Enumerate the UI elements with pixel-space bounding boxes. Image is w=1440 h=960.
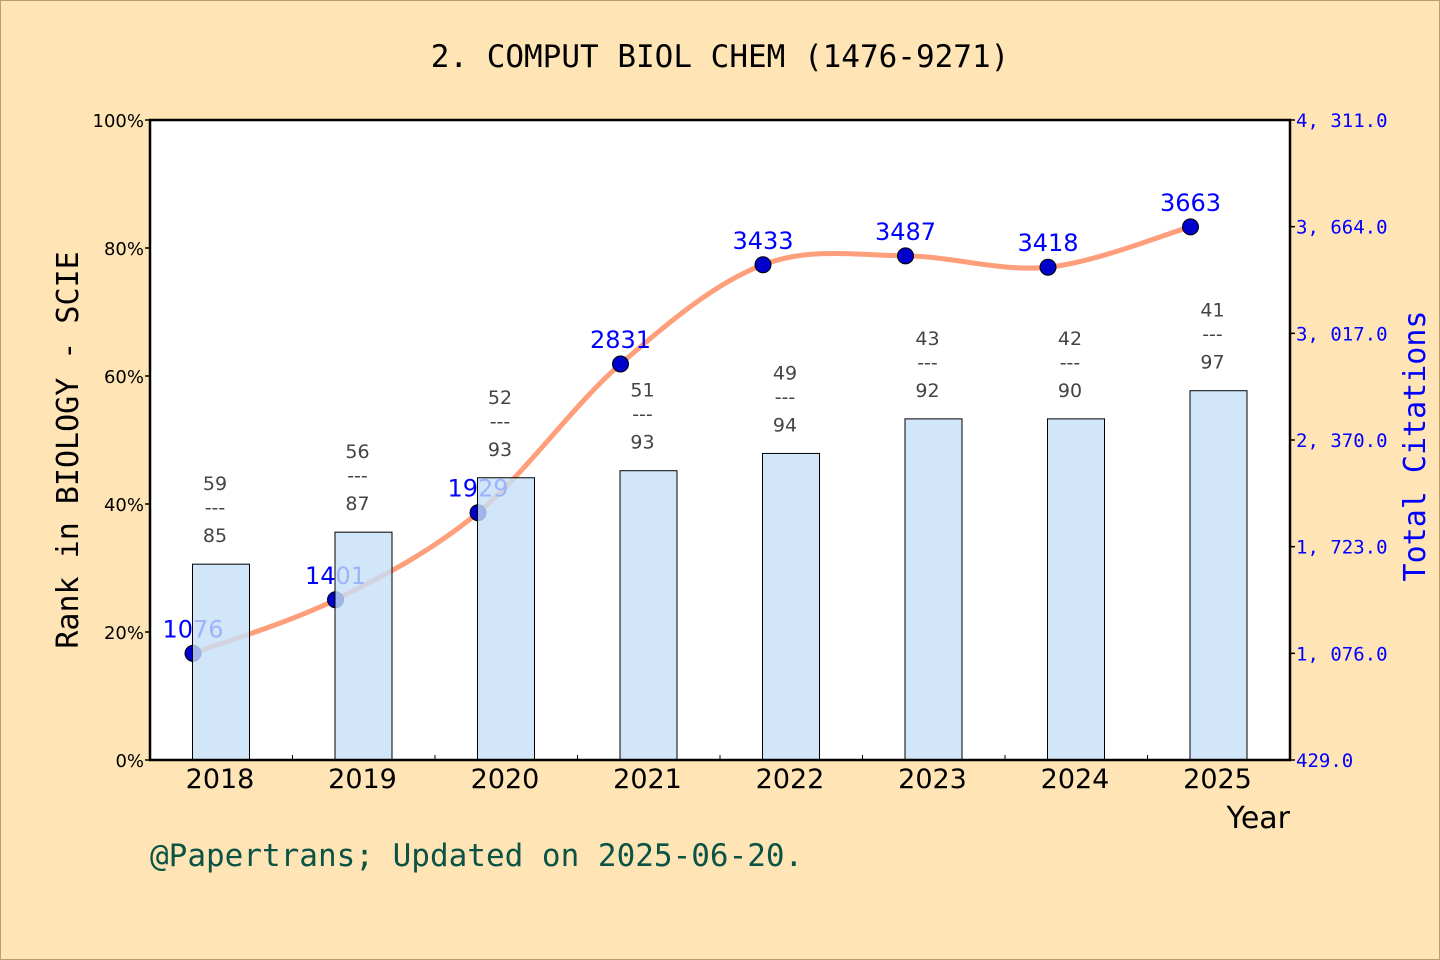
left-axis-label: Rank in BIOLOGY - SCIE — [51, 251, 86, 648]
rank-numerator: 56 — [345, 441, 369, 463]
citation-label: 3487 — [875, 218, 936, 246]
right-tick-label: 1, 076.0 — [1296, 643, 1388, 665]
x-tick-label: 2022 — [756, 764, 825, 795]
left-tick-label: 60% — [104, 367, 144, 388]
right-tick-label: 3, 017.0 — [1296, 323, 1388, 345]
right-tick-label: 4, 311.0 — [1296, 110, 1388, 132]
left-tick-label: 0% — [115, 751, 144, 772]
fraction-divider: --- — [775, 386, 796, 408]
rank-bar — [334, 531, 393, 761]
fraction-divider: --- — [490, 411, 511, 433]
rank-numerator: 49 — [773, 362, 797, 384]
rank-numerator: 43 — [915, 328, 939, 350]
citation-marker — [1039, 258, 1057, 276]
rank-denominator: 90 — [1058, 380, 1082, 402]
citation-marker — [897, 247, 914, 265]
rank-bar — [477, 477, 535, 761]
fraction-divider: --- — [917, 352, 938, 374]
rank-denominator: 97 — [1200, 352, 1224, 374]
left-tick-label: 40% — [104, 495, 144, 516]
right-tick-label: 2, 370.0 — [1296, 430, 1388, 452]
rank-numerator: 52 — [488, 387, 512, 409]
left-tick-label: 80% — [104, 239, 144, 260]
fraction-divider: --- — [347, 465, 368, 487]
chart-title: 2. COMPUT BIOL CHEM (1476-9271) — [431, 39, 1010, 75]
left-tick-label: 100% — [93, 111, 144, 132]
rank-bar — [619, 470, 678, 761]
x-tick-label: 2023 — [898, 764, 967, 795]
rank-bar — [762, 452, 820, 761]
x-tick-label: 2018 — [186, 764, 255, 795]
fraction-divider: --- — [1060, 352, 1081, 374]
rank-numerator: 59 — [203, 473, 227, 495]
left-tick-label: 20% — [104, 623, 144, 644]
right-axis-label: Total Citations — [1398, 311, 1433, 582]
rank-denominator: 87 — [345, 493, 369, 515]
fraction-divider: --- — [632, 404, 653, 426]
rank-fraction-label: 42--- 90 — [1058, 328, 1082, 402]
rank-fraction-label: 41--- 97 — [1200, 300, 1224, 374]
x-axis-label: Year — [1225, 801, 1290, 836]
fraction-divider: --- — [205, 497, 226, 519]
citation-label: 3663 — [1160, 189, 1221, 217]
citation-marker — [612, 355, 629, 373]
x-tick-label: 2020 — [471, 764, 540, 795]
x-tick-label: 2021 — [613, 764, 682, 795]
rank-fraction-label: 56--- 87 — [345, 441, 369, 515]
citation-marker — [754, 256, 772, 274]
x-tick-label: 2025 — [1183, 764, 1252, 795]
citation-label: 3418 — [1017, 229, 1078, 257]
rank-denominator: 94 — [773, 414, 797, 436]
rank-bar — [1189, 390, 1248, 761]
citation-label: 2831 — [590, 326, 651, 354]
rank-fraction-label: 43--- 92 — [915, 328, 939, 402]
plot-area — [150, 120, 1290, 760]
rank-fraction-label: 51--- 93 — [630, 380, 654, 454]
citation-label: 3433 — [732, 227, 793, 255]
rank-bar — [1047, 418, 1105, 761]
x-tick-label: 2019 — [328, 764, 397, 795]
rank-numerator: 42 — [1058, 328, 1082, 350]
rank-numerator: 41 — [1200, 300, 1224, 322]
right-tick-label: 3, 664.0 — [1296, 217, 1388, 239]
citation-marker — [1182, 218, 1199, 236]
rank-fraction-label: 59--- 85 — [203, 473, 227, 547]
rank-fraction-label: 52--- 93 — [488, 387, 512, 461]
rank-bar — [192, 563, 250, 761]
right-tick-label: 429.0 — [1296, 750, 1353, 772]
footer-note: @Papertrans; Updated on 2025-06-20. — [150, 838, 803, 874]
rank-bar — [904, 418, 963, 761]
x-tick-label: 2024 — [1041, 764, 1110, 795]
right-tick-label: 1, 723.0 — [1296, 537, 1388, 559]
rank-fraction-label: 49--- 94 — [773, 362, 797, 436]
rank-denominator: 92 — [915, 380, 939, 402]
rank-denominator: 93 — [488, 439, 512, 461]
fraction-divider: --- — [1202, 324, 1223, 346]
rank-denominator: 85 — [203, 525, 227, 547]
rank-denominator: 93 — [630, 432, 654, 454]
rank-numerator: 51 — [630, 380, 654, 402]
